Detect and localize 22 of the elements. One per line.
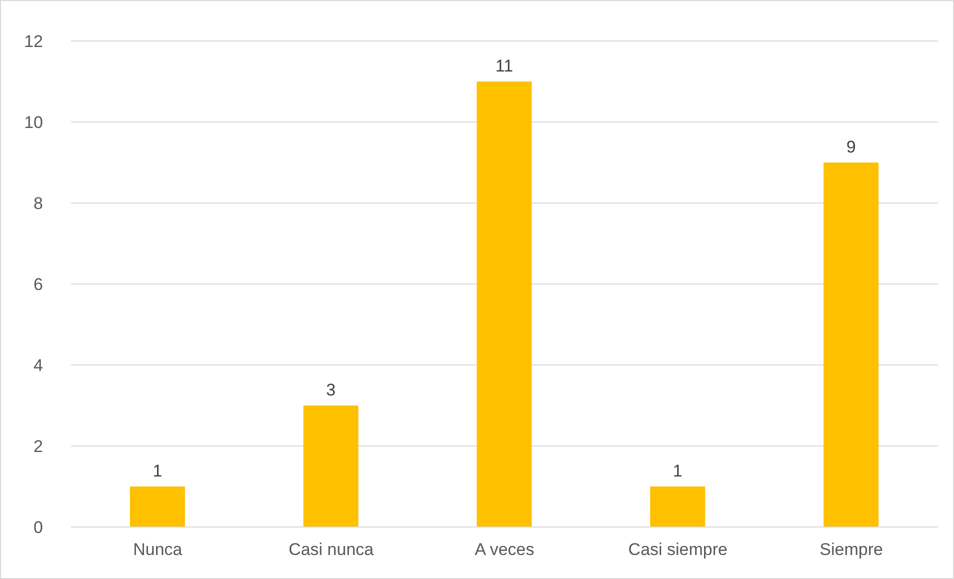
y-tick-label: 8 (34, 194, 43, 214)
data-label: 9 (846, 138, 856, 156)
x-tick-label: Casi nunca (288, 540, 374, 560)
bar (476, 82, 532, 527)
x-tick-label: A veces (474, 540, 534, 560)
bar (303, 406, 358, 527)
y-tick-label: 2 (34, 437, 43, 456)
y-tick-label: 4 (34, 356, 43, 376)
data-label: 1 (152, 462, 162, 480)
data-label: 1 (672, 462, 682, 480)
bar (650, 486, 706, 527)
bar (824, 162, 879, 527)
y-tick-label: 10 (24, 113, 43, 132)
y-tick-label: 0 (34, 518, 43, 538)
data-label: 11 (495, 56, 514, 76)
y-tick-label: 6 (34, 275, 43, 294)
data-label: 3 (326, 380, 336, 400)
y-tick-label: 12 (24, 32, 43, 52)
bar (130, 486, 185, 527)
x-tick-label: Siempre (820, 540, 883, 560)
x-tick-label: Nunca (133, 540, 183, 560)
x-tick-label: Casi siempre (628, 540, 728, 560)
